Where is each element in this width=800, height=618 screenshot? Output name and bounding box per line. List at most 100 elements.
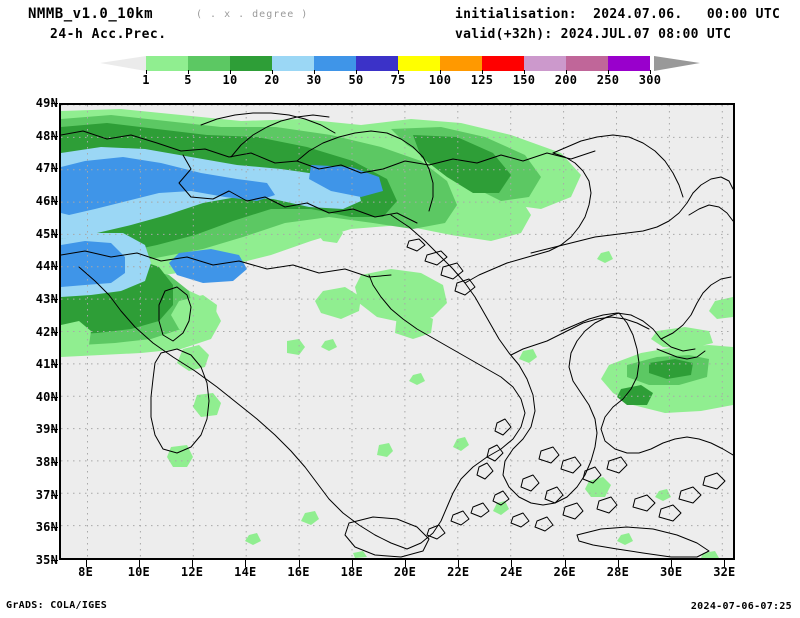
colorbar-tick xyxy=(188,70,189,74)
colorbar-tick-label: 1 xyxy=(142,73,150,87)
longitude-tick xyxy=(617,560,619,567)
latitude-tick xyxy=(51,266,58,268)
latitude-label: 45N xyxy=(35,226,58,241)
latitude-tick xyxy=(51,103,58,104)
colorbar-tick xyxy=(314,70,315,74)
colorbar-tick-label: 10 xyxy=(222,73,238,87)
colorbar-under-arrow-icon xyxy=(100,56,146,71)
colorbar-tick-label: 200 xyxy=(554,73,578,87)
colorbar-segment xyxy=(524,56,566,71)
colorbar-tick-label: 30 xyxy=(306,73,322,87)
latitude-tick xyxy=(51,233,58,235)
colorbar-tick xyxy=(398,70,399,74)
precipitation-map xyxy=(61,105,733,558)
latitude-label: 40N xyxy=(35,389,58,404)
colorbar-tick xyxy=(608,70,609,74)
latitude-label: 36N xyxy=(35,520,58,535)
colorbar-tick-label: 125 xyxy=(470,73,494,87)
colorbar-tick-label: 150 xyxy=(512,73,536,87)
latitude-tick xyxy=(51,527,58,529)
longitude-label: 20E xyxy=(393,565,417,579)
colorbar-segment xyxy=(398,56,440,71)
latitude-label: 43N xyxy=(35,291,58,306)
longitude-label: 14E xyxy=(234,565,257,579)
colorbar-tick-label: 250 xyxy=(596,73,620,87)
latitude-tick xyxy=(51,494,58,496)
model-name: NMMB_v1.0_10km xyxy=(28,6,154,22)
colorbar-tick-label: 75 xyxy=(390,73,406,87)
precipitation-colorbar: 1 5 10 20 30 50 75 100 125 150 200 250 300 xyxy=(100,56,700,88)
latitude-label: 35N xyxy=(35,553,58,567)
latitude-label: 47N xyxy=(35,161,58,176)
latitude-tick xyxy=(51,560,58,561)
longitude-tick xyxy=(724,560,726,567)
colorbar-tick xyxy=(524,70,525,74)
longitude-label: 12E xyxy=(180,565,204,579)
colorbar-segment xyxy=(272,56,314,71)
longitude-tick xyxy=(85,560,87,567)
footer-credit: GrADS: COLA/IGES xyxy=(6,600,108,611)
colorbar-segment xyxy=(356,56,398,71)
latitude-label: 48N xyxy=(35,128,58,143)
longitude-tick xyxy=(511,560,513,567)
colorbar-tick-label: 50 xyxy=(348,73,364,87)
valid-time: valid(+32h): 2024.JUL.07 08:00 UTC xyxy=(455,27,732,42)
map-gridlines xyxy=(61,105,733,558)
longitude-tick xyxy=(351,560,353,567)
longitude-tick xyxy=(192,560,194,567)
colorbar-segment xyxy=(566,56,608,71)
latitude-tick xyxy=(51,168,58,170)
latitude-label: 49N xyxy=(35,96,58,110)
map-plot-area[interactable] xyxy=(59,103,735,560)
colorbar-tick xyxy=(482,70,483,74)
colorbar-strip xyxy=(100,56,700,71)
longitude-tick xyxy=(404,560,406,567)
longitude-label: 26E xyxy=(553,565,576,579)
colorbar-tick-label: 5 xyxy=(184,73,192,87)
longitude-label: 28E xyxy=(606,565,630,579)
longitude-label: 24E xyxy=(500,565,523,579)
longitude-tick xyxy=(564,560,566,567)
colorbar-segment xyxy=(314,56,356,71)
latitude-tick xyxy=(51,462,58,464)
latitude-tick xyxy=(51,429,58,431)
longitude-tick xyxy=(245,560,247,567)
longitude-tick xyxy=(298,560,300,567)
colorbar-tick-label: 20 xyxy=(264,73,280,87)
latitude-label: 37N xyxy=(35,487,58,502)
latitude-tick xyxy=(51,396,58,398)
longitude-tick xyxy=(138,560,140,567)
colorbar-segment xyxy=(482,56,524,71)
longitude-tick xyxy=(671,560,673,567)
longitude-label: 16E xyxy=(287,565,310,579)
colorbar-segment xyxy=(188,56,230,71)
longitude-label: 18E xyxy=(340,565,363,579)
latitude-tick xyxy=(51,331,58,333)
coastlines-and-borders xyxy=(61,112,733,558)
colorbar-tick xyxy=(356,70,357,74)
latitude-tick xyxy=(51,298,58,300)
longitude-label: 22E xyxy=(447,565,470,579)
longitude-label: 30E xyxy=(659,565,683,579)
colorbar-tick xyxy=(272,70,273,74)
latitude-label: 38N xyxy=(35,455,58,470)
colorbar-segment xyxy=(608,56,650,71)
latitude-label: 46N xyxy=(35,193,58,208)
longitude-tick xyxy=(458,560,460,567)
footer-timestamp: 2024-07-06-07:25 xyxy=(690,601,792,612)
colorbar-tick xyxy=(440,70,441,74)
latitude-label: 39N xyxy=(35,422,58,437)
colorbar-segment xyxy=(230,56,272,71)
latitude-label: 44N xyxy=(35,259,58,274)
initialisation-time: initialisation: 2024.07.06. 00:00 UTC xyxy=(455,7,781,22)
latitude-label: 41N xyxy=(35,357,58,372)
longitude-label: 8E xyxy=(78,565,94,579)
precip-shading xyxy=(61,109,733,558)
longitude-label: 10E xyxy=(127,565,150,579)
model-units: ( . x . degree ) xyxy=(196,9,309,20)
latitude-tick xyxy=(51,200,58,202)
colorbar-tick xyxy=(650,70,651,74)
latitude-tick xyxy=(51,135,58,137)
colorbar-tick-label: 300 xyxy=(638,73,662,87)
colorbar-tick-label: 100 xyxy=(428,73,452,87)
